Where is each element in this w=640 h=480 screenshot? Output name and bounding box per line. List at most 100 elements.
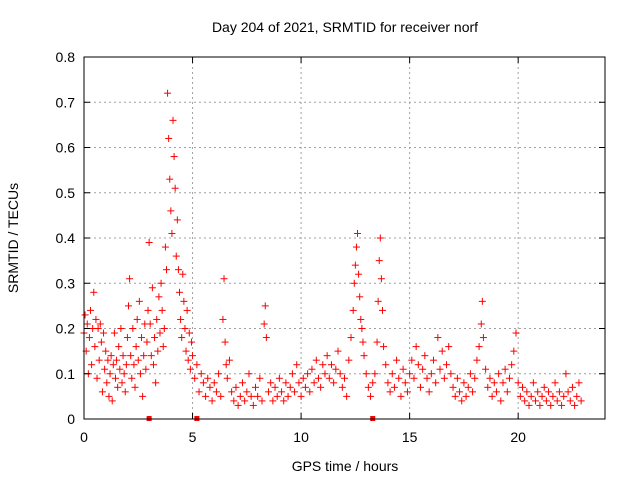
data-point xyxy=(571,401,579,409)
data-point xyxy=(490,379,498,387)
data-point xyxy=(88,361,96,369)
data-point xyxy=(204,374,212,382)
data-point xyxy=(532,397,540,405)
data-point xyxy=(95,356,103,364)
data-point xyxy=(220,275,228,283)
data-point xyxy=(170,153,178,161)
data-point xyxy=(423,374,431,382)
data-point xyxy=(310,379,318,387)
data-point xyxy=(117,325,125,332)
data-point xyxy=(359,338,367,346)
data-point xyxy=(516,392,524,400)
data-point xyxy=(90,288,98,296)
data-point xyxy=(98,388,106,396)
data-point xyxy=(256,374,264,382)
data-point xyxy=(228,388,236,396)
data-point xyxy=(127,352,135,360)
data-point xyxy=(453,374,461,382)
data-point xyxy=(172,252,180,260)
data-point xyxy=(395,374,403,382)
y-tick-label: 0.1 xyxy=(56,366,76,382)
data-point xyxy=(388,370,396,378)
data-point xyxy=(304,370,312,378)
y-tick-label: 0.5 xyxy=(56,185,76,201)
y-tick-label: 0.6 xyxy=(56,140,76,156)
data-point xyxy=(245,370,253,378)
data-point xyxy=(471,374,479,382)
x-tick-label: 0 xyxy=(80,429,88,445)
data-point xyxy=(403,388,411,396)
data-point xyxy=(430,356,438,364)
data-point xyxy=(169,116,177,124)
data-point xyxy=(161,243,169,251)
data-point xyxy=(143,338,151,346)
data-point xyxy=(345,356,353,364)
data-point xyxy=(189,352,197,360)
data-point xyxy=(109,361,117,369)
data-point xyxy=(386,388,394,396)
data-point xyxy=(111,374,119,382)
data-point xyxy=(484,383,492,391)
data-point xyxy=(440,374,448,382)
data-point xyxy=(397,392,405,400)
data-point xyxy=(354,229,362,237)
data-point xyxy=(475,343,483,351)
data-point xyxy=(165,134,173,142)
data-point xyxy=(139,392,147,400)
data-point xyxy=(412,343,420,351)
y-tick-label: 0.4 xyxy=(56,230,76,246)
data-point xyxy=(247,392,255,400)
data-point xyxy=(280,397,288,405)
data-point xyxy=(545,388,553,396)
data-point xyxy=(512,329,520,337)
data-point xyxy=(174,266,182,274)
data-point xyxy=(358,325,366,332)
data-point xyxy=(492,388,500,396)
data-point xyxy=(131,383,139,391)
data-point xyxy=(547,401,555,409)
data-point xyxy=(519,383,527,391)
data-point xyxy=(534,388,542,396)
data-point xyxy=(136,370,144,378)
data-point xyxy=(241,397,249,405)
data-point xyxy=(116,365,124,373)
data-point xyxy=(184,356,192,364)
data-point xyxy=(575,379,583,387)
data-point xyxy=(427,370,435,378)
data-point xyxy=(119,352,127,360)
data-point xyxy=(142,365,150,373)
data-point xyxy=(180,297,188,305)
data-point xyxy=(542,397,550,405)
data-point xyxy=(325,374,333,382)
data-point xyxy=(376,234,384,242)
data-point xyxy=(106,370,114,378)
data-point xyxy=(523,388,531,396)
data-point xyxy=(495,370,503,378)
data-point xyxy=(128,374,136,382)
data-point xyxy=(129,325,137,332)
data-point xyxy=(323,352,331,360)
data-point xyxy=(560,392,568,400)
data-point xyxy=(416,383,424,391)
data-point xyxy=(202,392,210,400)
data-point xyxy=(275,374,283,382)
data-point xyxy=(288,370,296,378)
data-point xyxy=(460,379,468,387)
data-point xyxy=(521,397,529,405)
data-point xyxy=(254,392,262,400)
data-point xyxy=(555,388,563,396)
data-point xyxy=(217,392,225,400)
data-point xyxy=(83,320,91,328)
data-point xyxy=(154,347,162,355)
data-point xyxy=(110,329,118,337)
data-point xyxy=(390,383,398,391)
data-point xyxy=(121,388,129,396)
data-point xyxy=(258,397,266,405)
data-point xyxy=(564,388,572,396)
data-point xyxy=(149,361,157,369)
data-point xyxy=(375,257,383,265)
data-point xyxy=(261,302,269,310)
data-point xyxy=(399,365,407,373)
data-point xyxy=(458,397,466,405)
data-point xyxy=(173,216,181,224)
